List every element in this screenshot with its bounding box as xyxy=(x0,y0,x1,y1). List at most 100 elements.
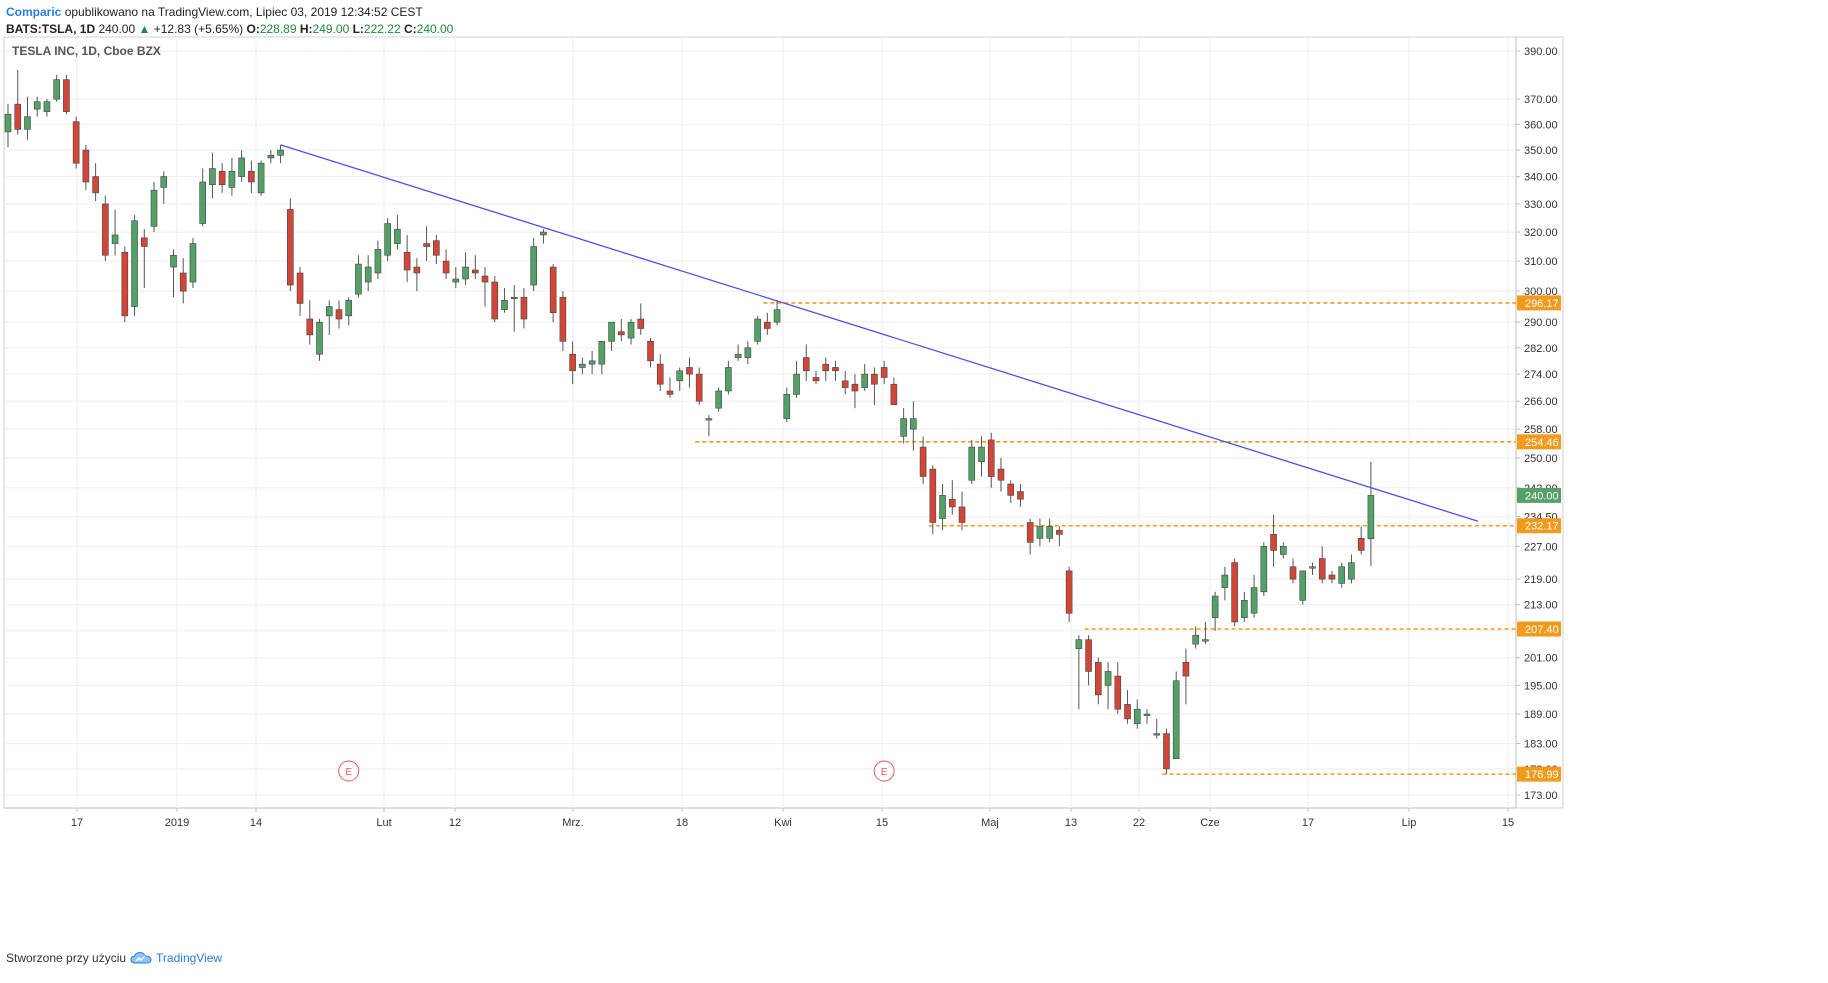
candle-body xyxy=(793,373,800,395)
candle-body xyxy=(277,149,284,156)
candle-body xyxy=(82,149,90,183)
candle-body xyxy=(1299,570,1307,601)
y-tick-label: 370.00 xyxy=(1524,94,1558,106)
candle-body xyxy=(919,446,927,477)
candle-body xyxy=(92,176,99,194)
y-tick-label: 173.00 xyxy=(1524,790,1558,802)
candle-body xyxy=(832,367,839,372)
candle-body xyxy=(131,220,138,307)
candle-body xyxy=(1172,680,1180,759)
y-tick-label: 350.00 xyxy=(1524,145,1558,157)
candle-body xyxy=(442,260,450,274)
y-tick-label: 219.00 xyxy=(1524,574,1558,586)
candle-body xyxy=(267,154,275,159)
x-tick-label: Mrz. xyxy=(562,817,583,829)
candle-body xyxy=(861,373,868,388)
candle-body xyxy=(1036,526,1044,539)
candle-body xyxy=(1182,661,1190,677)
brand-link[interactable]: Comparic xyxy=(6,5,62,19)
symbol-label: BATS:TSLA, 1D xyxy=(6,22,96,36)
candle-body xyxy=(530,246,537,286)
y-tick-label: 189.00 xyxy=(1524,709,1558,721)
candle-body xyxy=(647,341,654,362)
x-tick-label: Lut xyxy=(376,817,391,829)
y-tick-label: 183.00 xyxy=(1524,739,1558,751)
y-tick-label: 282.00 xyxy=(1524,343,1558,355)
y-tick-label: 340.00 xyxy=(1524,172,1558,184)
candle-body xyxy=(364,266,372,283)
last-price-badge xyxy=(1517,487,1561,503)
change-value: +12.83 (+5.65%) xyxy=(153,22,244,36)
tradingview-link[interactable]: TradingView xyxy=(156,951,223,965)
candle-body xyxy=(1231,562,1238,623)
candle-body xyxy=(549,266,557,314)
candle-body xyxy=(822,363,830,372)
candle-body xyxy=(1260,546,1268,593)
close-label: C: xyxy=(403,22,417,36)
candle-body xyxy=(1133,708,1141,725)
candle-body xyxy=(1250,587,1258,614)
candle-body xyxy=(939,495,946,519)
y-tick-label: 320.00 xyxy=(1524,227,1558,239)
last-price: 240.00 xyxy=(98,22,136,36)
y-tick-label: 201.00 xyxy=(1524,653,1558,665)
candle-body xyxy=(851,383,859,392)
level-price-badge-text: 296.17 xyxy=(1525,298,1559,310)
candle-body xyxy=(433,240,440,256)
candle-body xyxy=(179,272,187,292)
y-tick-label: 310.00 xyxy=(1524,256,1558,268)
candle-body xyxy=(1163,733,1170,770)
candle-body xyxy=(773,309,781,323)
candle-body xyxy=(481,275,489,283)
candle-body xyxy=(335,309,343,320)
candle-body xyxy=(1085,639,1092,672)
last-price-badge-text: 240.00 xyxy=(1525,490,1559,502)
publish-line: Comparic opublikowano na TradingView.com… xyxy=(6,5,423,19)
level-price-badge xyxy=(1517,434,1561,450)
candle-body xyxy=(452,278,460,283)
candle-body xyxy=(802,357,810,372)
candle-body xyxy=(958,506,966,523)
candle-body xyxy=(1065,570,1073,614)
candle-body xyxy=(900,418,907,437)
candle-body xyxy=(1192,634,1199,645)
candle-body xyxy=(997,468,1005,481)
x-tick-label: 13 xyxy=(1065,817,1077,829)
level-price-badge-text: 232.17 xyxy=(1525,521,1559,533)
y-tick-label: 266.00 xyxy=(1524,396,1558,408)
ohlc-line: BATS:TSLA, 1D 240.00 ▲ +12.83 (+5.65%) O… xyxy=(6,22,453,36)
candle-body xyxy=(1017,491,1024,500)
candle-body xyxy=(121,252,129,317)
candle-body xyxy=(841,380,849,388)
candle-body xyxy=(598,341,606,365)
y-tick-label: 300.00 xyxy=(1524,286,1558,298)
candle-body xyxy=(676,370,684,382)
candle-body xyxy=(948,498,956,508)
candle-body xyxy=(501,300,508,310)
candle-body xyxy=(812,377,820,382)
candle-body xyxy=(1279,546,1287,555)
x-tick-label: 17 xyxy=(1302,817,1314,829)
candle-body xyxy=(1046,526,1053,539)
candle-body xyxy=(559,296,567,342)
candle-body xyxy=(413,266,421,274)
candle-body xyxy=(968,446,976,481)
tradingview-cloud-icon xyxy=(130,951,152,964)
candle-body xyxy=(33,101,41,110)
level-price-badge xyxy=(1517,518,1561,534)
candle-body xyxy=(43,101,51,112)
open-value: 228.89 xyxy=(259,22,297,36)
high-value: 249.00 xyxy=(312,22,350,36)
candle-body xyxy=(579,363,586,368)
candle-body xyxy=(1328,574,1336,580)
candle-body xyxy=(1124,704,1131,720)
y-tick-label: 390.00 xyxy=(1524,46,1558,58)
candle-body xyxy=(491,281,499,320)
candle-body xyxy=(102,203,109,256)
chart-title: TESLA INC, 1D, Cboe BZX xyxy=(12,44,161,58)
candle-body xyxy=(1211,595,1219,618)
candle-body xyxy=(170,254,177,268)
candle-body xyxy=(987,439,995,477)
